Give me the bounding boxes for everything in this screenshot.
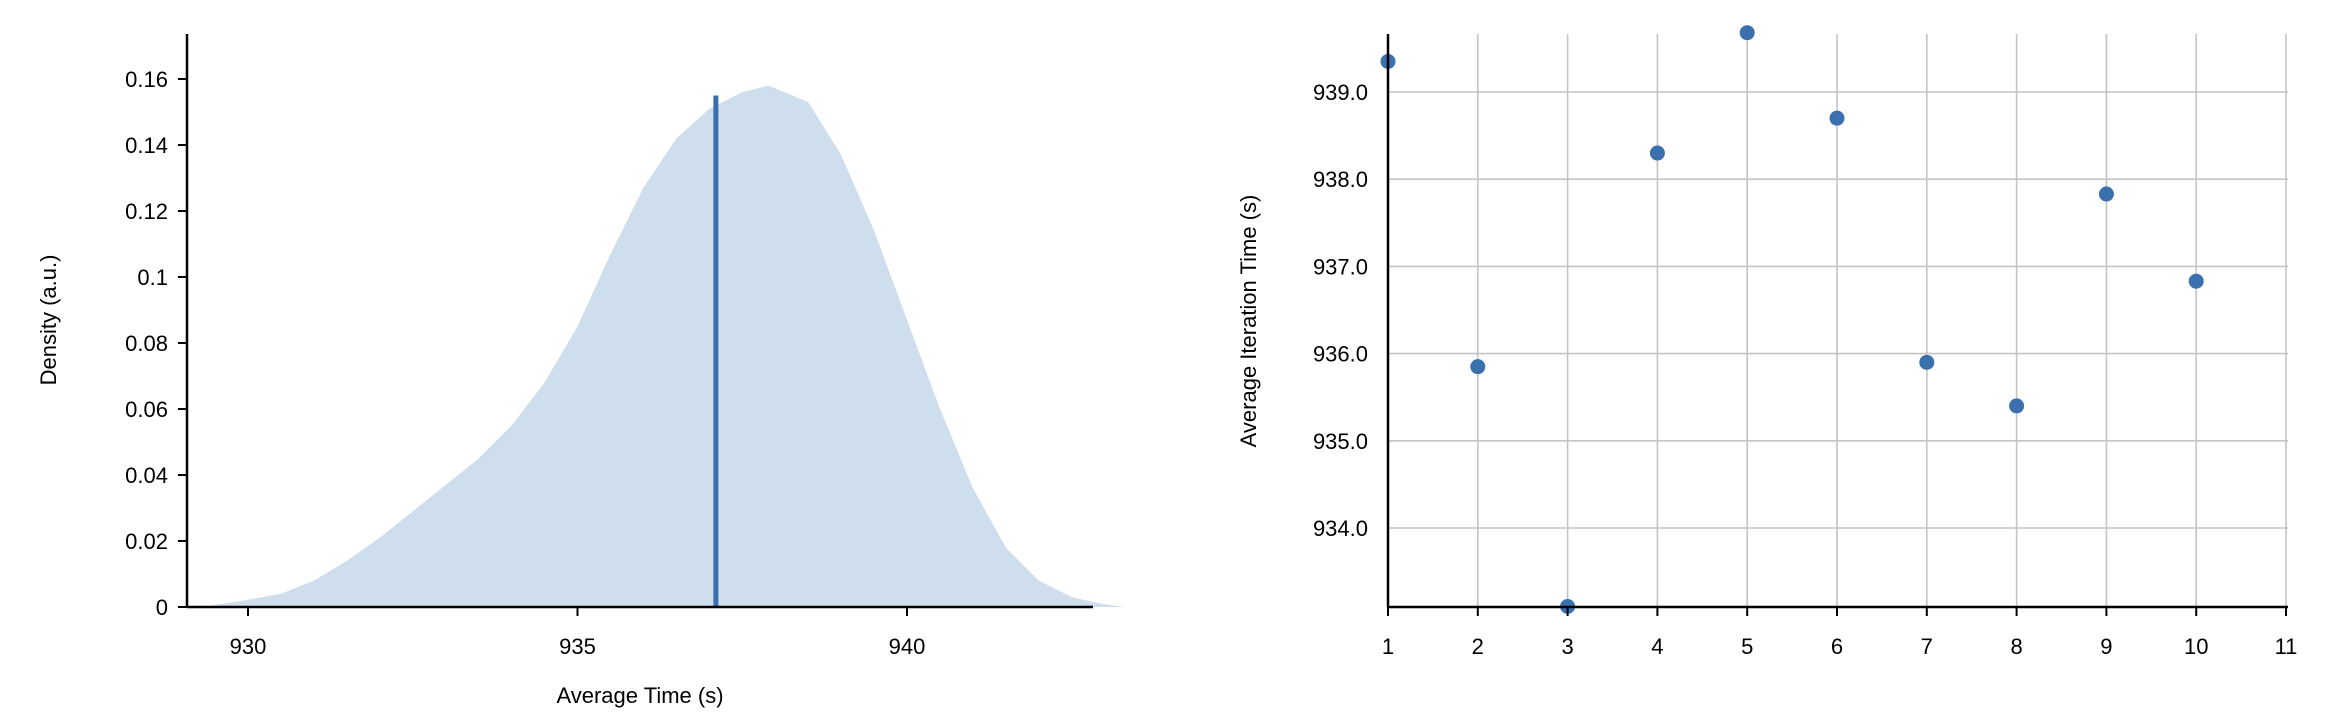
scatter-y-tick-label: 938.0: [1313, 167, 1368, 192]
scatter-x-tick-label: 5: [1741, 634, 1753, 659]
density-x-tick-label: 935: [559, 634, 596, 659]
scatter-point: [1649, 145, 1665, 161]
scatter-y-ticks: 934.0 935.0 936.0 937.0 938.0 939.0: [1313, 80, 1368, 541]
scatter-point: [1919, 354, 1935, 370]
scatter-y-tick-label: 939.0: [1313, 80, 1368, 105]
density-y-tick-label: 0.02: [125, 529, 168, 554]
density-y-tick-label: 0: [156, 595, 168, 620]
scatter-x-tick-label: 10: [2184, 634, 2208, 659]
scatter-x-tick-label: 11: [2275, 634, 2298, 659]
density-y-tick-label: 0.04: [125, 463, 168, 488]
density-y-axis-title: Density (a.u.): [36, 255, 61, 386]
scatter-y-tick-label: 936.0: [1313, 342, 1368, 367]
scatter-y-tick-label: 935.0: [1313, 429, 1368, 454]
scatter-point: [1739, 25, 1755, 41]
scatter-x-tick-label: 8: [2010, 634, 2022, 659]
iteration-scatter-chart: 934.0 935.0 936.0 937.0 938.0 939.0 1 2 3 4 5 6 7 8 9…: [1236, 25, 2297, 659]
scatter-x-tick-label: 2: [1472, 634, 1484, 659]
density-x-tick-label: 930: [230, 634, 267, 659]
scatter-x-tick-label: 7: [1921, 634, 1933, 659]
scatter-point: [2009, 398, 2025, 414]
scatter-x-tick-label: 3: [1561, 634, 1573, 659]
density-y-tick-label: 0.12: [125, 199, 168, 224]
density-y-tick-label: 0.1: [137, 265, 168, 290]
density-chart: 00.020.040.060.080.10.120.140.16 930 935 9…: [36, 34, 1125, 708]
scatter-y-tick-label: 934.0: [1313, 516, 1368, 541]
density-y-tick-label: 0.08: [125, 331, 168, 356]
density-y-tick-label: 0.16: [125, 67, 168, 92]
scatter-point: [1829, 110, 1845, 126]
density-x-tick-label: 940: [889, 634, 926, 659]
scatter-x-tick-label: 4: [1651, 634, 1663, 659]
scatter-point: [1470, 359, 1486, 375]
density-area: [201, 85, 1125, 608]
scatter-point: [2098, 186, 2114, 202]
scatter-x-tick-label: 9: [2100, 634, 2112, 659]
scatter-y-tick-label: 937.0: [1313, 254, 1368, 279]
density-x-ticks: 930 935 940: [230, 607, 926, 659]
scatter-x-tick-label: 1: [1382, 634, 1394, 659]
density-y-tick-label: 0.06: [125, 397, 168, 422]
density-x-axis-title: Average Time (s): [556, 683, 723, 708]
density-y-ticks: 0 0.02 0.04 0.06 0.08 0.1 0.12 0.14 0.16: [125, 67, 187, 620]
scatter-x-tick-label: 6: [1831, 634, 1843, 659]
scatter-points: [1380, 25, 2204, 614]
density-y-tick-label: 0.14: [125, 133, 168, 158]
scatter-x-ticks: 1 2 3 4 5 6 7 8 9 10 11: [1382, 607, 2298, 659]
scatter-point: [2188, 273, 2204, 289]
scatter-y-axis-title: Average Iteration Time (s): [1236, 195, 1261, 448]
scatter-grid: [1387, 34, 2288, 607]
